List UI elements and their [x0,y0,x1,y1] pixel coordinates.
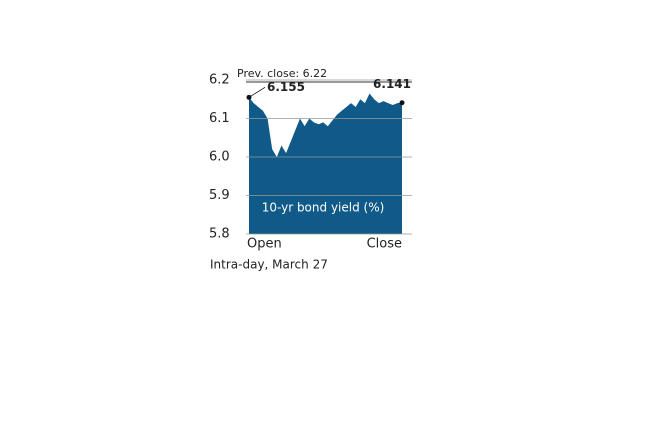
x-tick-label: Close [367,237,402,252]
x-tick-label: Open [247,237,282,252]
series-label: 10-yr bond yield (%) [262,201,385,215]
area [249,93,402,234]
y-tick-label: 6.1 [209,111,230,126]
y-tick-label: 5.8 [209,227,230,242]
y-tick-label: 5.9 [209,188,230,203]
y-tick-label: 6.0 [209,150,230,165]
leader [248,86,266,98]
chart-subtitle: Intra-day, March 27 [210,258,328,272]
y-tick-label: 6.2 [209,73,230,88]
annotation: Prev. close: 6.22 [237,67,327,80]
data-label: 6.141 [373,77,411,91]
data-label: 6.155 [267,80,305,94]
end-point [399,100,405,106]
